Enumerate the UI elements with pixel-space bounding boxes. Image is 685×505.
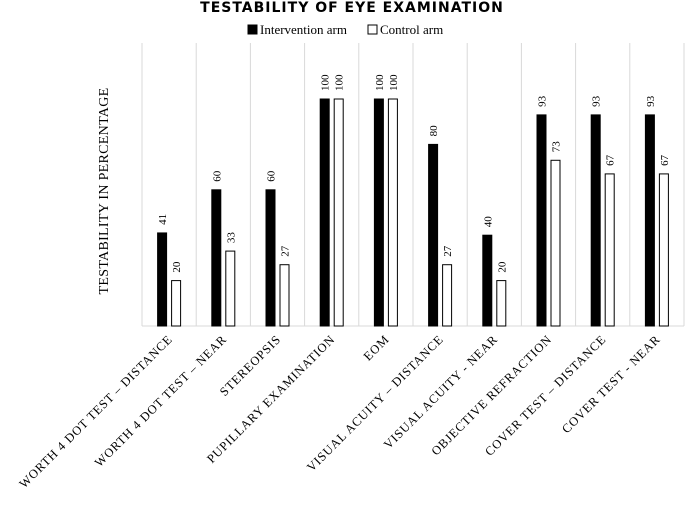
data-label-intervention-5: 80 [428, 125, 440, 137]
x-tick-label: VISUAL ACUITY - NEAR [381, 332, 501, 452]
bar-control-4 [387, 98, 398, 327]
data-label-control-9: 67 [659, 154, 671, 166]
bar-intervention-7 [536, 114, 547, 327]
legend-label-control: Control arm [380, 22, 443, 37]
legend-swatch-intervention [247, 24, 258, 35]
x-tick-label: EOM [361, 332, 392, 363]
bar-control-7 [550, 159, 561, 327]
bar-control-3 [333, 98, 344, 327]
data-label-intervention-7: 93 [537, 95, 549, 107]
data-label-intervention-8: 93 [591, 95, 603, 107]
bar-control-1 [225, 250, 236, 327]
bar-control-0 [171, 280, 182, 327]
y-axis-label: TESTABILITY IN PERCENTAGE [97, 88, 112, 295]
bar-intervention-0 [157, 232, 168, 327]
data-label-control-7: 73 [551, 141, 563, 153]
data-label-intervention-4: 100 [374, 74, 386, 91]
bar-intervention-1 [211, 189, 222, 327]
bar-intervention-9 [644, 114, 655, 327]
data-label-intervention-9: 93 [645, 95, 657, 107]
data-label-control-2: 27 [280, 245, 292, 257]
bar-intervention-2 [265, 189, 276, 327]
chart-title: TESTABILITY OF EYE EXAMINATION [200, 0, 504, 16]
bar-control-8 [604, 173, 615, 327]
legend-label-intervention: Intervention arm [260, 22, 347, 37]
legend: Intervention arm Control arm [247, 22, 443, 37]
data-label-control-3: 100 [334, 74, 346, 91]
bar-intervention-4 [373, 98, 384, 327]
data-label-control-5: 27 [442, 245, 454, 257]
bars [157, 98, 669, 327]
bar-intervention-3 [319, 98, 330, 327]
bar-control-2 [279, 264, 290, 327]
bar-intervention-6 [482, 234, 493, 327]
bar-control-5 [442, 264, 453, 327]
legend-swatch-control [367, 24, 378, 35]
grid [141, 43, 685, 327]
bar-intervention-5 [428, 143, 439, 327]
x-tick-label: COVER TEST - NEAR [559, 332, 663, 436]
bar-control-9 [658, 173, 669, 327]
bar-control-6 [496, 280, 507, 327]
data-label-control-8: 67 [605, 154, 617, 166]
data-label-control-1: 33 [225, 232, 237, 244]
data-label-control-4: 100 [388, 74, 400, 91]
data-label-intervention-3: 100 [320, 74, 332, 91]
bar-intervention-8 [590, 114, 601, 327]
data-label-intervention-2: 60 [266, 170, 278, 182]
data-label-intervention-0: 41 [157, 214, 169, 225]
data-label-control-0: 20 [171, 261, 183, 273]
data-label-intervention-6: 40 [482, 216, 494, 228]
data-label-control-6: 20 [496, 261, 508, 273]
data-label-intervention-1: 60 [211, 170, 223, 182]
